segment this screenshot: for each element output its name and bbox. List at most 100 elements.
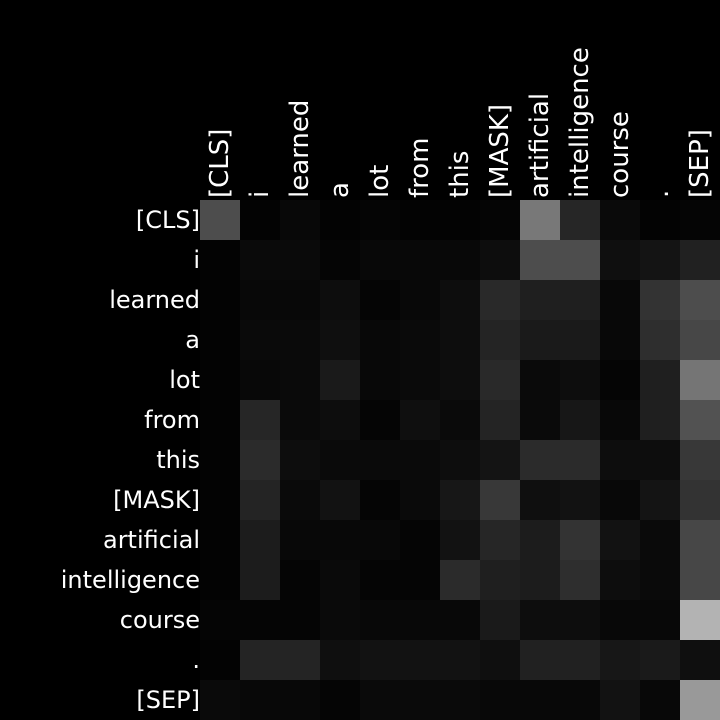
- heatmap-cell-5-2: [280, 400, 320, 440]
- heatmap-cell-11-12: [680, 640, 720, 680]
- heatmap-cell-4-10: [600, 360, 640, 400]
- heatmap-cell-5-1: [240, 400, 280, 440]
- heatmap-cell-5-3: [320, 400, 360, 440]
- row-label: .: [192, 646, 200, 674]
- heatmap-cell-7-8: [520, 480, 560, 520]
- heatmap-cell-0-9: [560, 200, 600, 240]
- heatmap-cell-6-5: [400, 440, 440, 480]
- heatmap-cell-6-3: [320, 440, 360, 480]
- heatmap-cell-9-5: [400, 560, 440, 600]
- column-label: intelligence: [565, 47, 595, 198]
- heatmap-cell-4-3: [320, 360, 360, 400]
- heatmap-cell-1-3: [320, 240, 360, 280]
- heatmap-cell-8-5: [400, 520, 440, 560]
- heatmap-cell-6-4: [360, 440, 400, 480]
- heatmap-cell-4-12: [680, 360, 720, 400]
- heatmap-cell-2-0: [200, 280, 240, 320]
- row-label: lot: [169, 366, 200, 394]
- heatmap-cell-12-5: [400, 680, 440, 720]
- heatmap-cell-1-11: [640, 240, 680, 280]
- row-label: artificial: [102, 526, 200, 554]
- heatmap-cell-9-8: [520, 560, 560, 600]
- heatmap-cell-7-9: [560, 480, 600, 520]
- heatmap-cell-11-6: [440, 640, 480, 680]
- heatmap-cell-7-11: [640, 480, 680, 520]
- heatmap-cell-6-0: [200, 440, 240, 480]
- heatmap-cell-8-12: [680, 520, 720, 560]
- heatmap-cell-10-12: [680, 600, 720, 640]
- heatmap-cell-11-1: [240, 640, 280, 680]
- heatmap-cell-1-6: [440, 240, 480, 280]
- heatmap-cell-11-3: [320, 640, 360, 680]
- heatmap-cell-6-10: [600, 440, 640, 480]
- heatmap-cell-12-6: [440, 680, 480, 720]
- heatmap-cell-6-8: [520, 440, 560, 480]
- heatmap-cell-11-2: [280, 640, 320, 680]
- heatmap-cell-9-7: [480, 560, 520, 600]
- heatmap-cell-9-12: [680, 560, 720, 600]
- heatmap-cell-12-7: [480, 680, 520, 720]
- heatmap-cell-4-11: [640, 360, 680, 400]
- heatmap-cell-10-5: [400, 600, 440, 640]
- heatmap-cell-0-0: [200, 200, 240, 240]
- heatmap-cell-10-9: [560, 600, 600, 640]
- heatmap-cell-11-5: [400, 640, 440, 680]
- heatmap-cell-12-12: [680, 680, 720, 720]
- heatmap-cell-10-2: [280, 600, 320, 640]
- heatmap-cell-4-2: [280, 360, 320, 400]
- heatmap-cell-7-12: [680, 480, 720, 520]
- heatmap-cell-4-4: [360, 360, 400, 400]
- heatmap-cell-1-1: [240, 240, 280, 280]
- heatmap-cell-5-12: [680, 400, 720, 440]
- heatmap-cell-2-6: [440, 280, 480, 320]
- heatmap-cell-0-11: [640, 200, 680, 240]
- column-label: [MASK]: [485, 103, 515, 198]
- heatmap-cell-5-8: [520, 400, 560, 440]
- heatmap-cell-11-9: [560, 640, 600, 680]
- row-label: course: [119, 606, 200, 634]
- heatmap-cell-4-1: [240, 360, 280, 400]
- heatmap-cell-2-8: [520, 280, 560, 320]
- column-label: learned: [285, 99, 315, 198]
- heatmap-cell-12-0: [200, 680, 240, 720]
- heatmap-cell-5-9: [560, 400, 600, 440]
- heatmap-cell-12-9: [560, 680, 600, 720]
- heatmap-cell-4-9: [560, 360, 600, 400]
- heatmap-cell-7-5: [400, 480, 440, 520]
- heatmap-cell-7-1: [240, 480, 280, 520]
- heatmap-cell-9-2: [280, 560, 320, 600]
- heatmap-cell-6-12: [680, 440, 720, 480]
- heatmap-cell-11-10: [600, 640, 640, 680]
- column-label: this: [445, 150, 475, 198]
- column-label: .: [645, 189, 675, 198]
- heatmap-cell-9-4: [360, 560, 400, 600]
- row-label: from: [144, 406, 200, 434]
- heatmap-cell-2-5: [400, 280, 440, 320]
- heatmap-cell-3-1: [240, 320, 280, 360]
- heatmap-cell-0-8: [520, 200, 560, 240]
- heatmap-cell-10-3: [320, 600, 360, 640]
- heatmap-cell-1-9: [560, 240, 600, 280]
- heatmap-cell-11-0: [200, 640, 240, 680]
- heatmap-cell-4-6: [440, 360, 480, 400]
- heatmap-cell-3-8: [520, 320, 560, 360]
- heatmap-cell-10-1: [240, 600, 280, 640]
- column-label: [CLS]: [205, 128, 235, 198]
- heatmap-cell-2-1: [240, 280, 280, 320]
- heatmap-cell-1-0: [200, 240, 240, 280]
- column-label: a: [325, 182, 355, 198]
- heatmap-cell-8-3: [320, 520, 360, 560]
- heatmap-cell-12-2: [280, 680, 320, 720]
- heatmap-cell-9-0: [200, 560, 240, 600]
- heatmap-cell-2-12: [680, 280, 720, 320]
- row-label: a: [185, 326, 200, 354]
- row-label: [MASK]: [113, 486, 200, 514]
- heatmap-cell-7-10: [600, 480, 640, 520]
- heatmap-cell-3-3: [320, 320, 360, 360]
- heatmap-cell-5-0: [200, 400, 240, 440]
- column-label: lot: [365, 164, 395, 198]
- heatmap-cell-9-6: [440, 560, 480, 600]
- heatmap-cell-10-11: [640, 600, 680, 640]
- heatmap-cell-10-4: [360, 600, 400, 640]
- heatmap-cell-3-6: [440, 320, 480, 360]
